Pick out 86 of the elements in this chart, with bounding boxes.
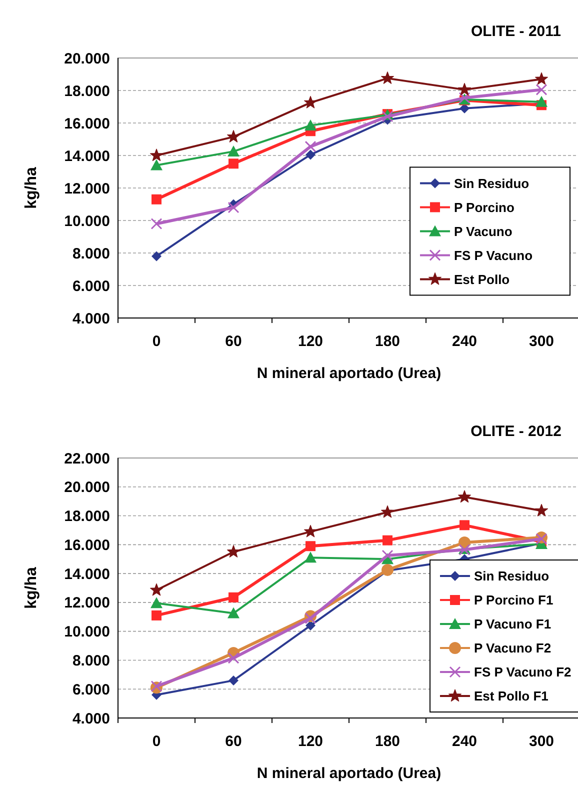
legend-label: FS P Vacuno F2 — [474, 664, 572, 680]
point — [227, 545, 240, 558]
point — [382, 550, 394, 562]
y-tick-label: 12.000 — [64, 594, 110, 612]
x-tick-label: 240 — [452, 733, 478, 750]
point — [458, 82, 471, 96]
x-tick-label: 300 — [528, 733, 554, 750]
x-tick-label: 120 — [298, 733, 324, 750]
point — [536, 96, 548, 107]
point — [150, 597, 162, 608]
x-axis-title: N mineral aportado (Urea) — [256, 365, 442, 382]
point — [304, 119, 316, 130]
y-tick-label: 12.000 — [64, 180, 110, 198]
y-tick-label: 18.000 — [64, 508, 110, 526]
point — [152, 251, 162, 262]
y-axis-title: kg/ha — [23, 567, 40, 609]
point — [304, 96, 317, 108]
point — [460, 520, 470, 530]
point — [152, 194, 162, 204]
point — [458, 490, 471, 503]
legend-label: Est Pollo — [454, 272, 510, 287]
x-tick-label: 60 — [225, 733, 242, 750]
y-axis-title: kg/ha — [23, 167, 40, 209]
legend-label: P Vacuno — [454, 224, 512, 239]
legend-label: FS P Vacuno — [454, 248, 533, 263]
y-tick-label: 16.000 — [64, 536, 110, 554]
legend-label: P Vacuno F2 — [474, 640, 552, 656]
x-tick-label: 240 — [452, 333, 478, 350]
point — [228, 202, 240, 214]
y-tick-label: 14.000 — [64, 148, 110, 165]
y-tick-label: 20.000 — [64, 50, 110, 68]
y-tick-label: 14.000 — [64, 566, 110, 583]
y-tick-label: 4.000 — [72, 710, 110, 728]
point — [227, 130, 240, 142]
legend-label: P Vacuno F1 — [474, 616, 552, 632]
legend-label: Sin Residuo — [474, 568, 550, 584]
y-tick-label: 20.000 — [64, 479, 110, 496]
point — [304, 552, 316, 563]
y-tick-label: 16.000 — [64, 115, 110, 132]
point — [381, 72, 394, 84]
chart-title: OLITE - 2011 — [470, 23, 562, 40]
x-tick-label: 60 — [225, 333, 242, 350]
point — [304, 524, 317, 538]
point — [381, 505, 394, 518]
x-tick-label: 120 — [298, 333, 324, 350]
point — [382, 110, 394, 122]
point — [228, 675, 238, 686]
y-tick-label: 6.000 — [72, 278, 110, 295]
x-tick-label: 0 — [152, 333, 161, 350]
point — [152, 610, 162, 620]
point — [306, 150, 316, 160]
chart-title: OLITE - 2012 — [470, 423, 562, 440]
legend-label: Est Pollo F1 — [474, 688, 548, 704]
y-tick-label: 8.000 — [72, 652, 110, 670]
y-tick-label: 18.000 — [64, 82, 110, 100]
legend-label: P Porcino F1 — [474, 592, 554, 608]
legend-label: P Porcino — [454, 200, 514, 215]
point — [536, 84, 548, 96]
x-tick-label: 180 — [374, 733, 400, 750]
x-tick-label: 0 — [152, 733, 161, 750]
point — [304, 612, 316, 624]
point — [150, 148, 163, 162]
point — [535, 72, 548, 85]
y-tick-label: 8.000 — [72, 245, 110, 262]
point — [150, 218, 162, 230]
point — [228, 652, 240, 664]
point — [382, 535, 392, 546]
point — [535, 504, 548, 516]
point — [306, 541, 316, 552]
point — [228, 145, 240, 156]
y-tick-label: 6.000 — [72, 681, 110, 698]
x-tick-label: 180 — [374, 333, 400, 350]
point — [228, 592, 238, 602]
point — [304, 140, 316, 152]
y-tick-label: 10.000 — [64, 624, 110, 641]
point — [306, 620, 316, 631]
y-tick-label: 4.000 — [72, 310, 110, 328]
point — [228, 158, 238, 169]
point — [150, 159, 162, 170]
x-axis-title: N mineral aportado (Urea) — [256, 765, 442, 782]
x-tick-label: 300 — [528, 333, 554, 350]
point — [150, 583, 163, 596]
legend-label: Sin Residuo — [454, 176, 530, 191]
y-tick-label: 10.000 — [64, 212, 110, 230]
y-tick-label: 22.000 — [64, 450, 110, 468]
point — [228, 607, 240, 618]
